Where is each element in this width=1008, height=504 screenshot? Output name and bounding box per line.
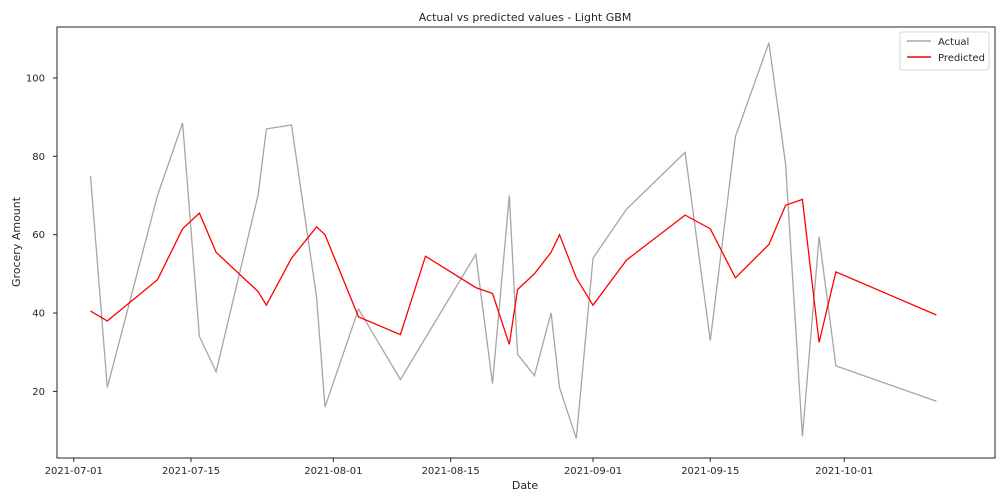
x-axis-ticks: 2021-07-01 2021-07-15 2021-08-01 2021-08-15…	[45, 458, 873, 477]
x-axis-label: Date	[512, 479, 539, 492]
x-tick-label: 2021-07-15	[162, 466, 220, 477]
y-tick-label: 60	[32, 230, 45, 241]
y-axis-ticks: 20 40 60 80 100	[26, 73, 57, 398]
y-tick-label: 80	[32, 152, 45, 163]
series-line-actual	[89, 42, 937, 439]
legend: Actual Predicted	[899, 31, 990, 71]
y-axis-label: Grocery Amount	[10, 196, 23, 287]
legend-label-predicted: Predicted	[938, 53, 985, 64]
x-tick-label: 2021-08-01	[304, 466, 362, 477]
plot-frame	[56, 26, 996, 459]
x-tick-label: 2021-09-15	[681, 466, 739, 477]
legend-label-actual: Actual	[938, 37, 969, 48]
chart-title: Actual vs predicted values - Light GBM	[419, 11, 632, 24]
x-tick-label: 2021-08-15	[422, 466, 480, 477]
series-layer	[89, 42, 937, 439]
x-tick-label: 2021-09-01	[564, 466, 622, 477]
x-tick-label: 2021-10-01	[815, 466, 873, 477]
y-tick-label: 100	[26, 73, 45, 84]
y-tick-label: 40	[32, 309, 45, 320]
y-tick-label: 20	[32, 387, 45, 398]
series-line-predicted	[90, 198, 937, 345]
x-tick-label: 2021-07-01	[45, 466, 103, 477]
